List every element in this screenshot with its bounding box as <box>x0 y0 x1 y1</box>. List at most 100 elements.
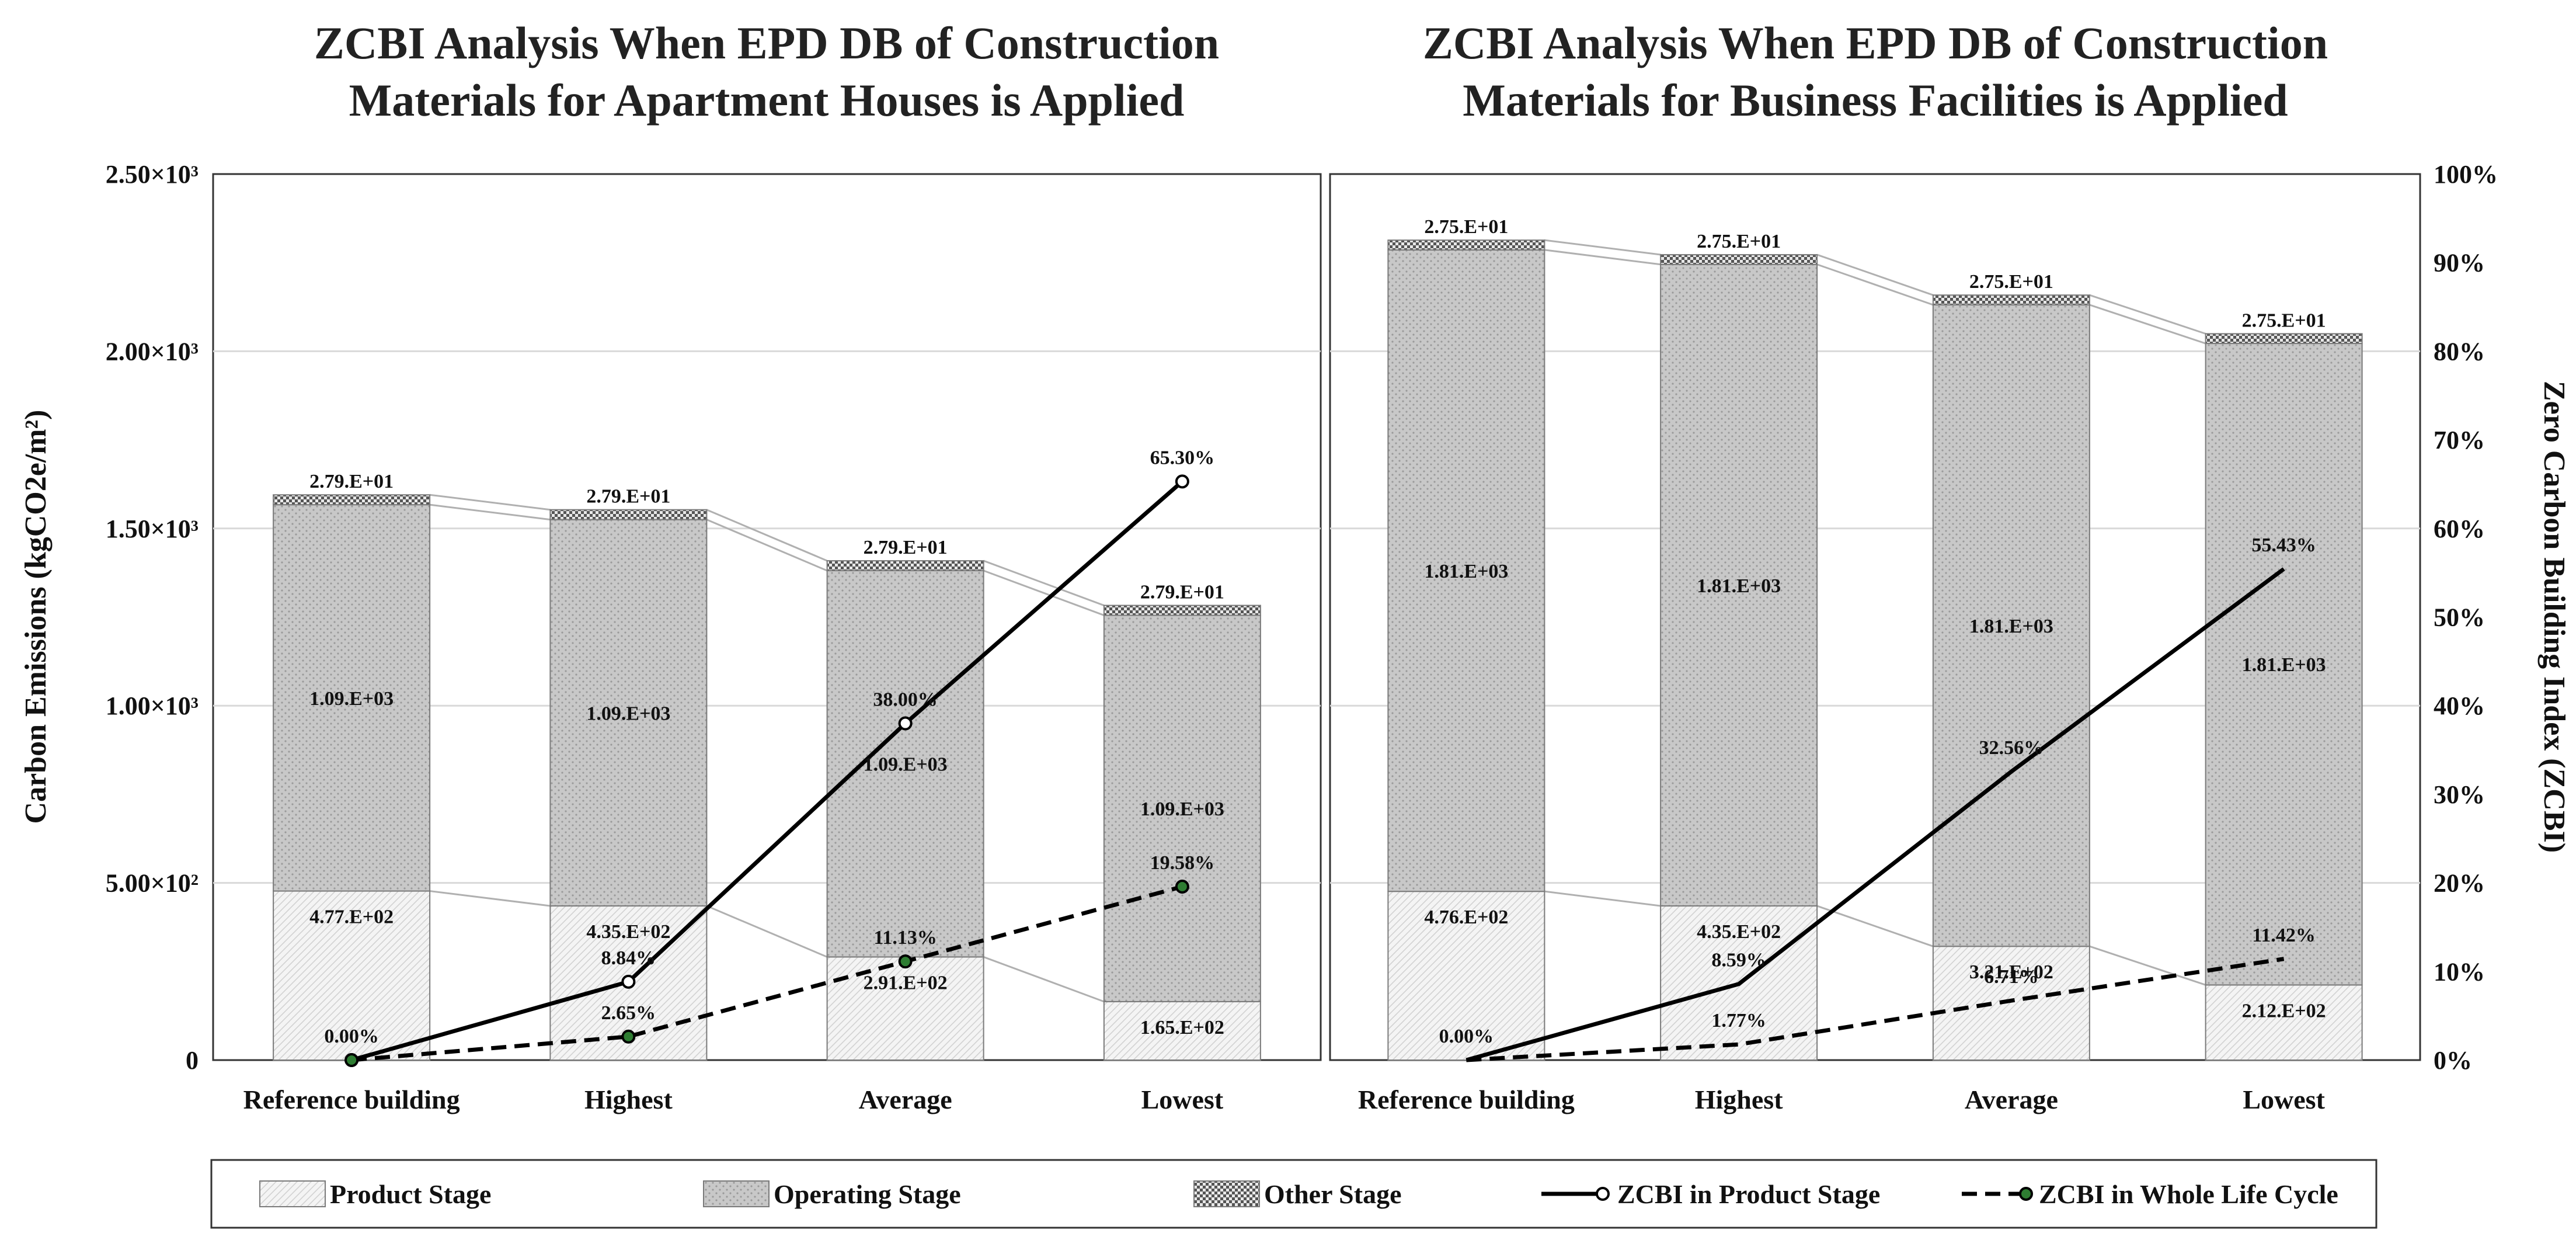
series-connector <box>1816 905 1934 947</box>
product-stage-label: 4.77.E+02 <box>309 906 394 928</box>
left-tick-label: 2.00×10³ <box>106 337 199 366</box>
other-stage-bar <box>1103 605 1261 616</box>
right-tick-label: 0% <box>2434 1046 2472 1075</box>
zcbi-lines <box>344 474 2285 1067</box>
series-connector <box>429 890 551 907</box>
product-stage-label: 2.91.E+02 <box>864 972 948 994</box>
chart-title-2-line-1: ZCBI Analysis When EPD DB of Constructio… <box>1423 18 2328 68</box>
series-connector <box>1544 249 1661 266</box>
product-stage-bar <box>273 890 431 1061</box>
zcbi-whole-label: 11.42% <box>2252 925 2316 946</box>
category-label: Average <box>859 1085 952 1114</box>
product-stage-label: 1.65.E+02 <box>1140 1017 1224 1038</box>
other-stage-label: 2.75.E+01 <box>1969 271 2053 293</box>
operating-stage-label: 1.81.E+03 <box>1697 575 1781 597</box>
left-axis-title: Carbon Emissions (kgCO2e/m²) <box>19 410 53 824</box>
category-label: Highest <box>584 1085 673 1114</box>
zcbi-whole-label: 11.13% <box>873 927 937 949</box>
right-tick-label: 40% <box>2434 692 2485 720</box>
other-stage-label: 2.79.E+01 <box>586 486 670 508</box>
product-stage-bar <box>1932 946 2090 1061</box>
zcbi-product-label: 55.43% <box>2251 534 2316 556</box>
operating-stage-bar <box>2205 343 2363 986</box>
operating-stage-label: 1.81.E+03 <box>2242 654 2326 676</box>
chart-title-1-line-2: Materials for Apartment Houses is Applie… <box>349 75 1185 126</box>
right-axis-title: Zero Carbon Building Index (ZCBI) <box>2537 381 2571 853</box>
zcbi-whole-label: 6.71% <box>1984 966 2039 988</box>
left-tick-label: 0 <box>186 1046 199 1075</box>
zcbi-product-line <box>1465 567 2285 1062</box>
series-connector <box>2089 945 2206 986</box>
product-stage-bar <box>826 956 984 1061</box>
zcbi-whole-line <box>1466 957 2285 1062</box>
left-tick-label: 1.00×10³ <box>106 692 199 720</box>
chart-title-2-line-2: Materials for Business Facilities is App… <box>1463 75 2288 126</box>
zcbi-whole-line <box>351 884 1183 1062</box>
legend-zcbi-whole-marker <box>2019 1187 2033 1201</box>
zcbi-product-marker <box>1175 474 1189 489</box>
plot-area-2 <box>1329 173 2421 1061</box>
zcbi-product-label: 65.30% <box>1150 447 1215 468</box>
operating-stage-label: 1.09.E+03 <box>1140 798 1224 820</box>
legend-product-label: Product Stage <box>330 1179 491 1209</box>
product-stage-label: 4.35.E+02 <box>586 921 670 943</box>
plot-area-1 <box>212 173 1322 1061</box>
right-tick-label: 60% <box>2434 515 2485 543</box>
series-connector <box>1816 263 1934 306</box>
operating-stage-label: 1.81.E+03 <box>1969 616 2053 637</box>
series-connector <box>983 560 1105 606</box>
zcbi-product-label: 38.00% <box>873 689 938 711</box>
category-label: Lowest <box>2243 1085 2325 1114</box>
zcbi-whole-label: 19.58% <box>1150 852 1215 874</box>
zcbi-whole-marker <box>621 1029 636 1044</box>
operating-stage-bar <box>1103 614 1261 1002</box>
legend: Product Stage Operating Stage Other Stage Z… <box>210 1159 2377 1229</box>
left-tick-label: 1.50×10³ <box>106 515 199 543</box>
series-connector <box>983 569 1105 616</box>
right-tick-label: 100% <box>2434 160 2498 189</box>
product-stage-label: 4.35.E+02 <box>1697 921 1781 943</box>
plot-frames <box>212 173 2421 1061</box>
legend-other-swatch <box>1193 1180 1260 1207</box>
right-tick-label: 50% <box>2434 603 2485 632</box>
series-connector <box>429 494 551 511</box>
legend-operating-swatch <box>703 1180 770 1207</box>
zcbi-product-marker <box>621 974 636 989</box>
series-connector <box>1816 253 1934 296</box>
stack-connectors <box>429 239 2206 1003</box>
chart-titles: ZCBI Analysis When EPD DB of Constructio… <box>314 18 2328 126</box>
series-connector <box>706 519 828 572</box>
legend-operating-label: Operating Stage <box>774 1179 961 1209</box>
zcbi-whole-label: 2.65% <box>601 1002 656 1024</box>
right-tick-label: 20% <box>2434 869 2485 898</box>
right-tick-label: 80% <box>2434 337 2485 366</box>
operating-stage-bar <box>273 504 431 892</box>
category-label: Reference building <box>243 1085 460 1114</box>
legend-zcbi-product-label: ZCBI in Product Stage <box>1617 1179 1880 1209</box>
right-tick-label: 90% <box>2434 249 2485 277</box>
other-stage-bar <box>826 560 984 572</box>
zcbi-product-label: 0.00% <box>324 1026 379 1047</box>
right-tick-label: 10% <box>2434 957 2485 986</box>
operating-stage-label: 1.09.E+03 <box>309 688 394 710</box>
series-connector <box>706 509 828 562</box>
legend-zcbi-whole-label: ZCBI in Whole Life Cycle <box>2039 1179 2338 1209</box>
zcbi-whole-marker <box>1175 879 1189 894</box>
left-tick-label: 2.50×10³ <box>106 160 199 189</box>
data-labels: 4.77.E+02 1.09.E+03 2.79.E+01 4.35.E+02 1.09… <box>309 216 2326 1047</box>
operating-stage-label: 1.81.E+03 <box>1424 561 1508 582</box>
left-tick-label: 5.00×10² <box>106 869 199 898</box>
series-connector <box>429 503 551 521</box>
zcbi-whole-marker <box>344 1053 359 1067</box>
series-connector <box>2089 294 2206 335</box>
axes: Reference building Highest Average Lowest Re… <box>19 160 2571 1114</box>
product-stage-bar <box>2205 984 2363 1061</box>
operating-stage-label: 1.09.E+03 <box>864 754 948 776</box>
other-stage-bar <box>1387 239 1545 251</box>
category-label: Lowest <box>1141 1085 1224 1114</box>
zcbi-product-label: 0.00% <box>1439 1026 1494 1047</box>
product-stage-bar <box>1387 891 1545 1061</box>
other-stage-label: 2.75.E+01 <box>2242 310 2326 331</box>
zcbi-whole-marker <box>898 954 913 969</box>
